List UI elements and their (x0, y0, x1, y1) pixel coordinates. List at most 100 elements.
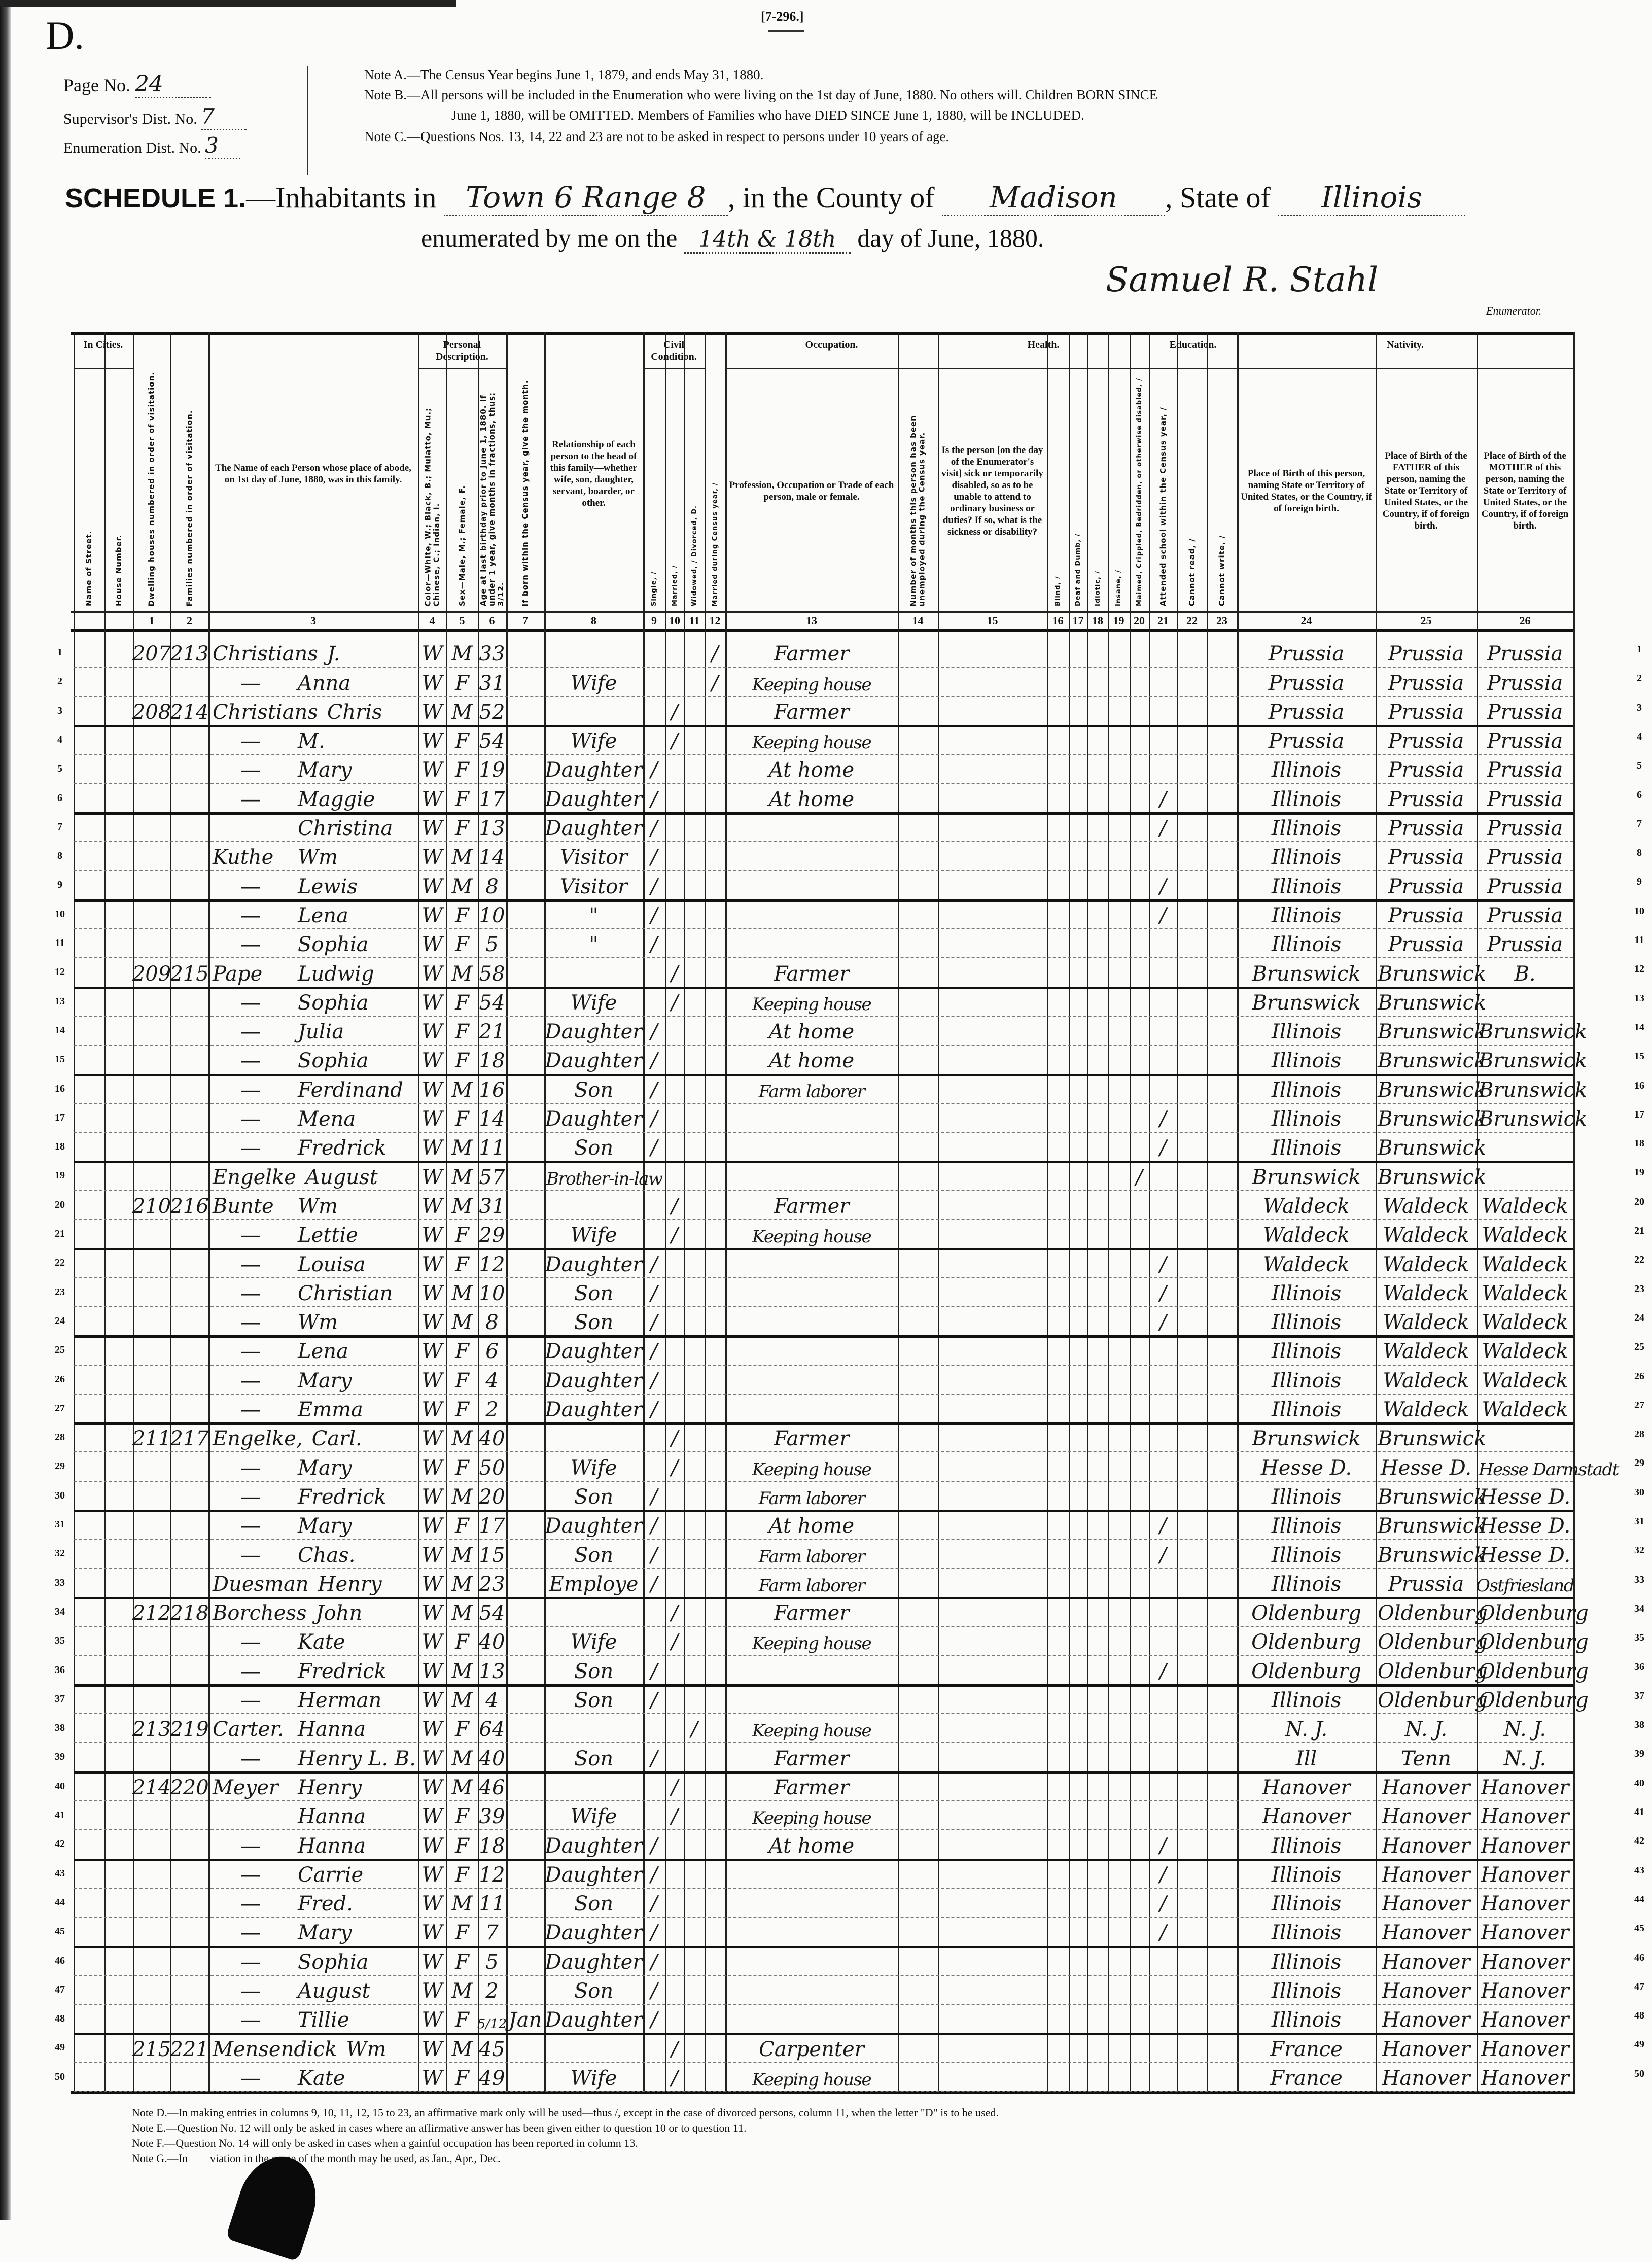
cell-father: Oldenburg (1378, 1630, 1488, 1654)
row-number-left: 42 (55, 1838, 65, 1850)
cell-mother: Hanover (1481, 1950, 1569, 1974)
cell-mother: Prussia (1487, 729, 1563, 753)
cell-sex: F (455, 2066, 469, 2090)
given-name: M. (298, 729, 325, 753)
row-divider (74, 1306, 1573, 1307)
group-header-nativity: Nativity. (1387, 339, 1424, 351)
row-number-left: 1 (57, 647, 62, 658)
cell-sex: F (455, 933, 469, 957)
cell-birth: Illinois (1271, 1834, 1342, 1858)
row-number-left: 5 (57, 763, 62, 775)
column-header-label: If born within the Census year, give the… (520, 379, 530, 606)
cell-age: 39 (479, 1805, 505, 1829)
column-divider (478, 332, 479, 2091)
cell-father: Waldeck (1383, 1340, 1469, 1364)
cell-color: W (421, 1224, 443, 1247)
given-name: Sophia (298, 1049, 369, 1073)
row-divider (74, 783, 1573, 784)
cell-father: Prussia (1388, 875, 1464, 898)
row-number-right: 24 (1634, 1312, 1644, 1324)
row-divider (74, 1219, 1573, 1220)
cell-father: Brunswick (1378, 1485, 1487, 1509)
table-row-name: — Christian (208, 1277, 418, 1306)
row-divider (74, 1568, 1573, 1569)
cell-single: / (650, 758, 658, 782)
column-divider (1130, 332, 1131, 2091)
cell-color: W (421, 787, 443, 811)
surname: Kuthe (213, 846, 274, 869)
table-row-name: — Chas. (208, 1539, 418, 1568)
cell-color: W (421, 758, 443, 782)
cell-single: / (650, 1340, 658, 1364)
cell-fam: 217 (170, 1427, 209, 1451)
cell-sex: M (451, 1194, 473, 1218)
row-number-right: 14 (1634, 1021, 1644, 1033)
cell-sex: F (455, 1514, 469, 1538)
cell-birth: Waldeck (1263, 1194, 1350, 1218)
cell-father: Brunswick (1378, 1427, 1487, 1451)
column-number: 21 (1157, 614, 1169, 627)
cell-mother: Ostfriesland (1475, 1575, 1575, 1596)
cell-father: Brunswick (1378, 1020, 1487, 1044)
cell-sex: F (455, 903, 469, 927)
column-header-label: Dwelling houses numbered in order of vis… (147, 371, 156, 607)
row-number-left: 47 (55, 1983, 65, 1995)
cell-birth: Illinois (1271, 1543, 1342, 1567)
cell-birth: Illinois (1271, 1572, 1342, 1596)
cell-sex: F (455, 1805, 469, 1829)
table-row-name: — Sophia (208, 928, 418, 957)
cell-occ: Keeping house (752, 1227, 872, 1247)
page-binding-edge (0, 0, 11, 2220)
row-number-right: 12 (1634, 963, 1644, 975)
cell-occ: Farm laborer (758, 1488, 865, 1509)
given-name: Lena (298, 1340, 348, 1364)
row-number-left: 43 (55, 1867, 65, 1879)
cell-married: / (671, 1805, 678, 1829)
cell-rel: Daughter (545, 817, 643, 841)
cell-sex: M (451, 1311, 473, 1335)
table-row-name: — August (208, 1975, 418, 2004)
row-number-right: 9 (1637, 876, 1642, 888)
row-number-right: 48 (1634, 2010, 1644, 2022)
table-row-name: — Anna (208, 667, 418, 695)
column-number: 13 (806, 614, 817, 627)
row-divider (74, 724, 1573, 727)
row-number-right: 21 (1634, 1225, 1644, 1236)
cell-birth: Illinois (1271, 1136, 1342, 1160)
column-header-label: Attended school within the Census year, … (1158, 407, 1168, 606)
note-a: Note A.—The Census Year begins June 1, 1… (364, 67, 764, 82)
column-header-1: Dwelling houses numbered in order of vis… (133, 336, 170, 611)
given-name: Fred. (298, 1892, 353, 1916)
surname: — (240, 933, 261, 957)
cell-occ: At home (768, 1049, 855, 1073)
cell-dw: 211 (132, 1427, 171, 1451)
cell-color: W (421, 933, 443, 957)
surname: — (240, 1747, 261, 1770)
column-number: 22 (1186, 614, 1198, 627)
row-number-left: 7 (57, 821, 62, 832)
cell-birth: Illinois (1271, 1281, 1342, 1305)
enumeration-date-line: enumerated by me on the 14th & 18th day … (421, 223, 1044, 254)
cell-widowed: / (691, 1718, 698, 1742)
group-header-divider (938, 368, 1149, 369)
enumerator-signature: Samuel R. Stahl (1106, 260, 1379, 299)
surname: — (240, 1892, 261, 1916)
column-number: 19 (1113, 614, 1124, 627)
given-name: Henry (298, 1776, 362, 1799)
cell-occ: Farm laborer (758, 1081, 865, 1102)
group-header-personal: Personal Description. (436, 339, 488, 362)
column-divider (643, 332, 645, 2091)
cell-sex: M (451, 700, 473, 724)
cell-sex: F (455, 1049, 469, 1073)
column-header-city-0: Name of Street. (74, 370, 104, 611)
row-divider (74, 1858, 1573, 1861)
cell-maimed: / (1136, 1165, 1143, 1189)
cell-single: / (650, 1863, 658, 1887)
cell-school: / (1159, 1543, 1167, 1567)
cell-color: W (421, 1979, 443, 2003)
enumeration-district-field: Enumeration Dist. No. 3 (63, 133, 241, 159)
row-number-right: 19 (1634, 1167, 1644, 1178)
row-divider (74, 2033, 1573, 2036)
cell-occ: At home (768, 758, 855, 782)
row-number-right: 17 (1634, 1108, 1644, 1120)
